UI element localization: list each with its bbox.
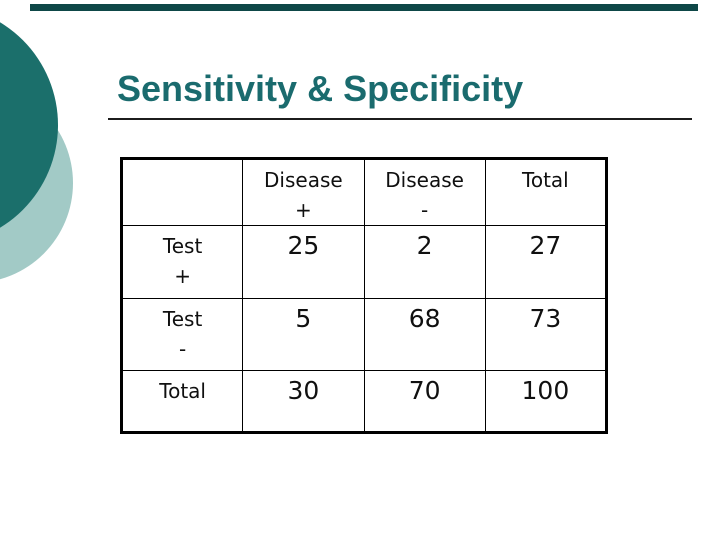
header-line1: Total [522, 168, 569, 192]
table-row-test-positive: Test + 25 2 27 [120, 225, 608, 299]
header-cell-disease-negative: Disease - [363, 158, 486, 226]
table-row-total: Total 30 70 100 [120, 370, 608, 433]
cell-testpos-diseasepos: 25 [242, 225, 365, 299]
cell-testneg-diseaseneg: 68 [363, 298, 486, 371]
table-row-test-negative: Test - 5 68 73 [120, 298, 608, 371]
top-accent-bar [30, 4, 698, 11]
label-line1: Total [159, 379, 206, 403]
label-line1: Test [162, 234, 203, 258]
cell-testneg-diseasepos: 5 [242, 298, 365, 371]
title-underline [108, 118, 692, 120]
label-line1: Test [162, 307, 203, 331]
header-cell-disease-positive: Disease + [242, 158, 365, 226]
cell-testpos-total: 27 [484, 225, 608, 299]
slide-title: Sensitivity & Specificity [117, 68, 524, 109]
cell-total-diseasepos: 30 [242, 370, 365, 433]
header-cell-empty [120, 158, 244, 226]
contingency-table: Disease + Disease - Total Test + 2 [120, 157, 608, 434]
header-cell-total: Total [484, 158, 608, 226]
row-label-test-positive: Test + [120, 225, 244, 299]
cell-testpos-diseaseneg: 2 [363, 225, 486, 299]
header-line2: - [421, 198, 429, 222]
table-header-row: Disease + Disease - Total [120, 158, 608, 226]
row-label-test-negative: Test - [120, 298, 244, 371]
header-line1: Disease [385, 168, 464, 192]
header-line2: + [294, 198, 312, 222]
cell-testneg-total: 73 [484, 298, 608, 371]
label-line2: + [174, 264, 191, 288]
cell-total-diseaseneg: 70 [363, 370, 486, 433]
cell-total-total: 100 [484, 370, 608, 433]
row-label-total: Total [120, 370, 244, 433]
label-line2: - [179, 337, 187, 361]
header-line1: Disease [264, 168, 343, 192]
